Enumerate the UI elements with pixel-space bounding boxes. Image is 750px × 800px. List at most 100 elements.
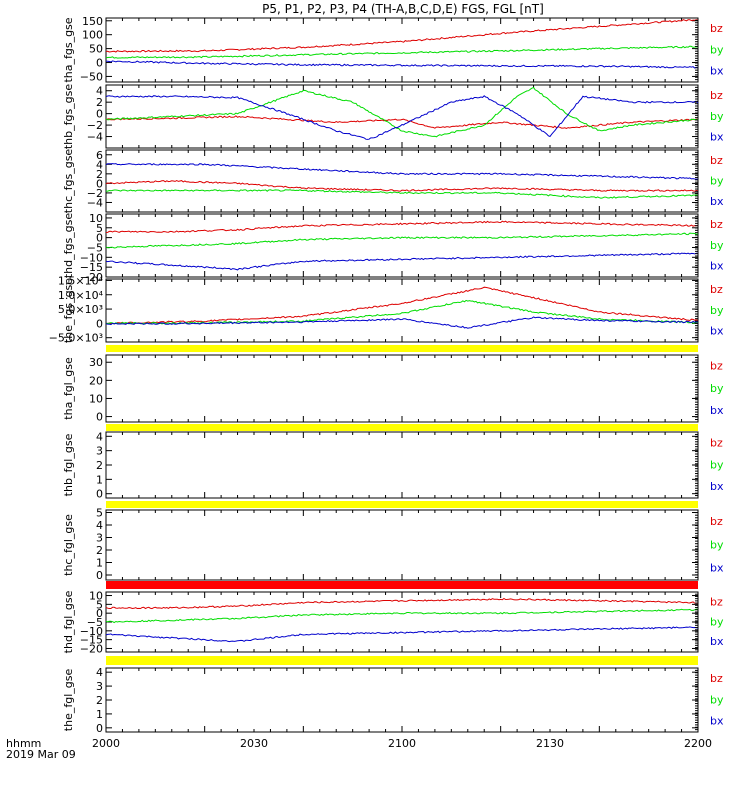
- y-tick-label: 1.0×10⁴: [58, 289, 104, 302]
- y-tick-label: −20: [80, 642, 103, 655]
- y-tick-label: −4: [87, 131, 103, 144]
- legend-bx: bx: [710, 635, 724, 648]
- legend-bx: bx: [710, 131, 724, 144]
- legend-bx: bx: [710, 325, 724, 338]
- legend-bz: bz: [710, 360, 723, 373]
- series-bz: [105, 220, 699, 233]
- legend-bx: bx: [710, 561, 724, 574]
- availability-bar-yellow: [106, 424, 698, 431]
- y-tick-label: 0: [96, 488, 103, 501]
- panel-frame: [105, 149, 699, 213]
- y-tick-label: −10: [80, 251, 103, 264]
- panel-thb_fgs_gse: 420−2−4 thb_fgs_gse bz by bx: [62, 84, 724, 150]
- legend-by: by: [710, 538, 724, 551]
- panel-frame: [105, 354, 699, 423]
- y-tick-label: 4: [96, 85, 103, 98]
- y-tick-label: −2: [87, 187, 103, 200]
- y-axis-label: thb_fgl_gse: [62, 433, 75, 496]
- y-tick-label: 4: [96, 519, 103, 532]
- y-tick-label: 1: [96, 557, 103, 570]
- data-availability-bars: [106, 345, 698, 665]
- y-tick-label: 1: [96, 473, 103, 486]
- y-tick-label: −20: [80, 271, 103, 284]
- series-bz: [105, 115, 699, 130]
- panel-frame: [105, 667, 699, 733]
- series-bx: [105, 163, 699, 180]
- legend-bz: bz: [710, 154, 723, 167]
- legend-bx: bx: [710, 714, 724, 727]
- legend-bz: bz: [710, 283, 723, 296]
- y-tick-label: −10: [80, 625, 103, 638]
- time-tick-label: 2000: [92, 737, 120, 750]
- y-tick-label: 0: [96, 108, 103, 121]
- series-by: [105, 45, 699, 59]
- legend-bz: bz: [710, 437, 723, 450]
- time-tick-label: 2030: [240, 737, 268, 750]
- y-tick-label: 0: [96, 411, 103, 424]
- availability-bar-yellow: [106, 501, 698, 508]
- y-axis-label: thc_fgs_gse: [62, 149, 75, 214]
- y-axis-label: thc_fgl_gse: [62, 514, 75, 576]
- legend-bz: bz: [710, 672, 723, 685]
- legend-bx: bx: [710, 260, 724, 273]
- y-tick-label: 2: [96, 544, 103, 557]
- y-tick-label: 0: [96, 722, 103, 735]
- y-tick-label: 10: [89, 590, 103, 603]
- series-by: [105, 232, 699, 249]
- y-tick-label: −50: [80, 70, 103, 83]
- y-tick-label: 5: [96, 507, 103, 520]
- panel-frame: [105, 17, 699, 83]
- y-axis-label: thb_fgs_gse: [62, 84, 75, 150]
- y-tick-label: 5: [96, 222, 103, 235]
- series-bx: [105, 252, 699, 271]
- panel-frame: [105, 509, 699, 581]
- legend-by: by: [710, 110, 724, 123]
- y-tick-label: −15: [80, 634, 103, 647]
- availability-bar-yellow: [106, 656, 698, 665]
- y-tick-label: −5: [87, 616, 103, 629]
- y-tick-label: 5.0×10³: [58, 303, 103, 316]
- y-tick-label: 2: [96, 96, 103, 109]
- y-tick-label: 6: [96, 149, 103, 162]
- legend-bz: bz: [710, 515, 723, 528]
- series-bz: [105, 597, 699, 610]
- y-tick-label: 10: [89, 392, 103, 405]
- legend-by: by: [710, 174, 724, 187]
- time-tick-label: 2130: [536, 737, 564, 750]
- y-tick-label: −5: [87, 241, 103, 254]
- legend-bz: bz: [710, 218, 723, 231]
- y-axis-label: the_fgs_gse: [62, 278, 75, 343]
- y-tick-label: 100: [82, 29, 103, 42]
- series-by: [105, 86, 699, 138]
- legend-bx: bx: [710, 404, 724, 417]
- y-tick-label: 50: [89, 43, 103, 56]
- y-axis-label: tha_fgl_gse: [62, 357, 75, 420]
- y-tick-label: 3: [96, 532, 103, 545]
- plot-title: P5, P1, P2, P3, P4 (TH-A,B,C,D,E) FGS, F…: [262, 2, 544, 16]
- y-tick-label: 0: [96, 232, 103, 245]
- y-axis-label: the_fgl_gse: [62, 669, 75, 732]
- y-axis-label: thd_fgl_gse: [62, 590, 75, 653]
- series-bx: [105, 626, 699, 643]
- y-tick-label: −5.0×10³: [49, 332, 103, 345]
- legend-by: by: [710, 43, 724, 56]
- legend-bx: bx: [710, 64, 724, 77]
- legend-bz: bz: [710, 596, 723, 609]
- legend-by: by: [710, 693, 724, 706]
- y-tick-label: 0: [96, 317, 103, 330]
- y-tick-label: 0: [96, 57, 103, 70]
- time-axis-label-date: 2019 Mar 09: [6, 748, 76, 761]
- time-axis: 2000 2030 2100 2130 2200: [92, 737, 712, 750]
- y-tick-label: 5: [96, 598, 103, 611]
- y-tick-label: 2: [96, 168, 103, 181]
- y-tick-label: 4: [96, 666, 103, 679]
- series-bz: [105, 180, 699, 192]
- panel-tha_fgl_gse: 30 20 10 0 tha_fgl_gse bz by bx: [62, 354, 724, 424]
- legend-by: by: [710, 615, 724, 628]
- series-bz: [106, 286, 699, 325]
